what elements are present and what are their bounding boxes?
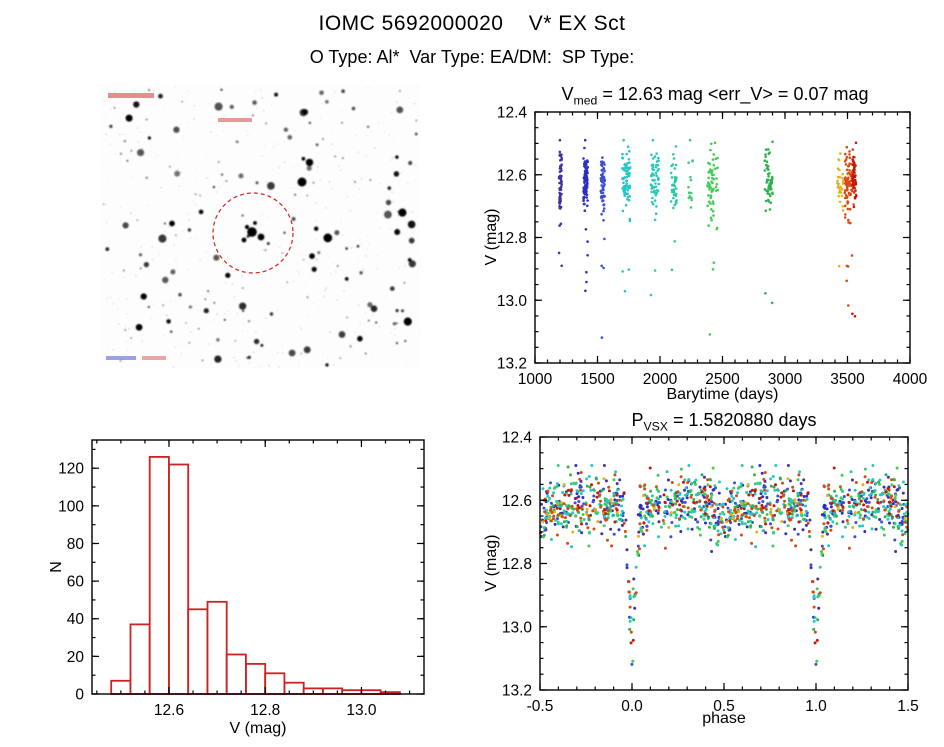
histogram-bar xyxy=(206,600,228,695)
lightcurve-points xyxy=(557,138,858,339)
histogram-bar xyxy=(283,681,305,695)
lightcurve-xlabel: Barytime (days) xyxy=(666,386,779,403)
tick-label: 12.4 xyxy=(502,430,533,447)
histogram-bar xyxy=(245,662,267,695)
tick-label: 12.8 xyxy=(497,230,527,247)
tick-label: 12.6 xyxy=(154,702,184,719)
phase-ylabel: V (mag) xyxy=(483,534,500,592)
tick-label: -0.5 xyxy=(527,698,554,715)
phase-canvas: -0.5 0.0 0.5 1.0 1.5 12.4 12.6 12.8 13.0 13.2 xyxy=(502,430,919,715)
histogram-ylabel: N xyxy=(48,561,65,573)
finder-chart-image xyxy=(100,86,420,368)
tick-label: 20 xyxy=(67,649,85,666)
tick-label: 80 xyxy=(67,536,85,553)
lightcurve-ylabel: V (mag) xyxy=(483,208,500,266)
tick-label: 1.5 xyxy=(897,698,919,715)
tick-label: 3000 xyxy=(768,371,803,388)
histogram-bar xyxy=(129,623,151,695)
annotation-mark-bottom-left xyxy=(106,356,136,360)
axes-frame xyxy=(91,439,425,695)
tick-label: 13.2 xyxy=(502,683,532,700)
lightcurve-title-prefix: V xyxy=(561,84,574,104)
tick-label: 4000 xyxy=(893,371,928,388)
lightcurve-canvas: 1000 1500 2000 2500 3000 3500 4000 12.4 12.6 12.8… xyxy=(497,105,928,389)
tick-label: 12.8 xyxy=(250,702,280,719)
histogram-bar xyxy=(264,672,286,695)
histogram-bar xyxy=(148,455,170,695)
finder-background xyxy=(100,86,420,368)
page-title: IOMC 5692000020 V* EX Sct xyxy=(318,12,626,35)
histogram-bar xyxy=(225,653,247,695)
lightcurve-title-rest: = 12.63 mag <err_V> = 0.07 mag xyxy=(597,84,869,104)
target-circle xyxy=(212,192,294,274)
phase-title-sub: VSX xyxy=(643,419,668,434)
lightcurve-title-sub: med xyxy=(573,93,598,108)
axes-frame xyxy=(539,436,909,691)
phase-title-prefix: P xyxy=(631,410,644,430)
tick-label: 2500 xyxy=(705,371,740,388)
tick-label: 0.0 xyxy=(621,698,643,715)
phase-title: PVSX = 1.5820880 days xyxy=(540,410,908,434)
tick-label: 12.6 xyxy=(502,493,532,510)
axes-frame xyxy=(534,111,911,364)
histogram-bars xyxy=(110,455,401,695)
histogram-canvas: 12.6 12.8 13.0 0 20 40 60 80 100 120 xyxy=(58,439,425,719)
phase-points xyxy=(539,464,910,666)
tick-label: 120 xyxy=(58,461,84,478)
lightcurve-title: Vmed = 12.63 mag <err_V> = 0.07 mag xyxy=(505,84,925,108)
tick-label: 3500 xyxy=(830,371,865,388)
tick-label: 12.4 xyxy=(497,105,528,122)
tick-label: 13.0 xyxy=(346,702,377,719)
annotation-mark-bottom xyxy=(142,356,166,360)
tick-label: 13.0 xyxy=(502,619,533,636)
tick-label: 12.8 xyxy=(502,556,532,573)
tick-label: 40 xyxy=(67,611,85,628)
tick-label: 0 xyxy=(75,687,84,704)
tick-label: 1500 xyxy=(580,371,615,388)
tick-label: 0.5 xyxy=(713,698,735,715)
annotation-mark-upper xyxy=(218,118,252,122)
phase-title-rest: = 1.5820880 days xyxy=(667,410,817,430)
stars xyxy=(102,88,418,367)
histogram-bar xyxy=(168,463,190,695)
annotation-mark-top-left xyxy=(108,93,154,98)
tick-label: 13.0 xyxy=(497,293,528,310)
histogram-bar xyxy=(187,608,209,695)
phase-xlabel: phase xyxy=(702,710,746,727)
tick-label: 1.0 xyxy=(805,698,827,715)
tick-label: 2000 xyxy=(643,371,678,388)
tick-label: 100 xyxy=(58,498,84,515)
tick-label: 1000 xyxy=(518,371,553,388)
tick-label: 13.2 xyxy=(497,356,527,373)
tick-label: 12.6 xyxy=(497,167,527,184)
histogram-xlabel: V (mag) xyxy=(229,720,287,737)
object-type-line: O Type: Al* Var Type: EA/DM: SP Type: xyxy=(309,47,635,67)
tick-label: 60 xyxy=(67,574,85,591)
axes-ticks xyxy=(539,436,909,691)
histogram-bar xyxy=(322,687,344,695)
